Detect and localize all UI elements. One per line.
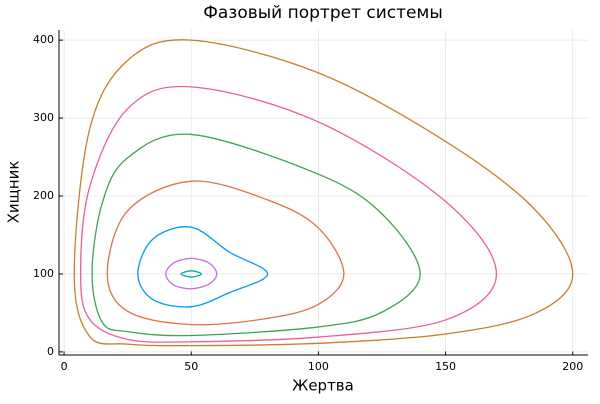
x-tick-label: 0 bbox=[61, 360, 68, 373]
x-tick-label: 50 bbox=[184, 360, 198, 373]
x-axis-label: Жертва bbox=[292, 377, 354, 395]
y-tick-label: 400 bbox=[33, 33, 54, 46]
orbit-line bbox=[165, 257, 218, 290]
orbit-line bbox=[180, 270, 203, 278]
y-tick-label: 100 bbox=[33, 267, 54, 280]
y-tick-label: 300 bbox=[33, 111, 54, 124]
x-tick-label: 200 bbox=[562, 360, 583, 373]
chart-title: Фазовый портрет системы bbox=[203, 3, 443, 23]
y-tick-label: 200 bbox=[33, 189, 54, 202]
orbit-line bbox=[137, 226, 269, 308]
orbit-line bbox=[91, 133, 421, 337]
x-tick-label: 100 bbox=[308, 360, 329, 373]
y-axis-label: Хищник bbox=[5, 161, 23, 224]
orbit-line bbox=[106, 180, 345, 326]
orbit-line bbox=[79, 85, 498, 343]
y-tick-label: 0 bbox=[47, 345, 54, 358]
orbit-line bbox=[73, 39, 574, 347]
x-tick-label: 150 bbox=[435, 360, 456, 373]
